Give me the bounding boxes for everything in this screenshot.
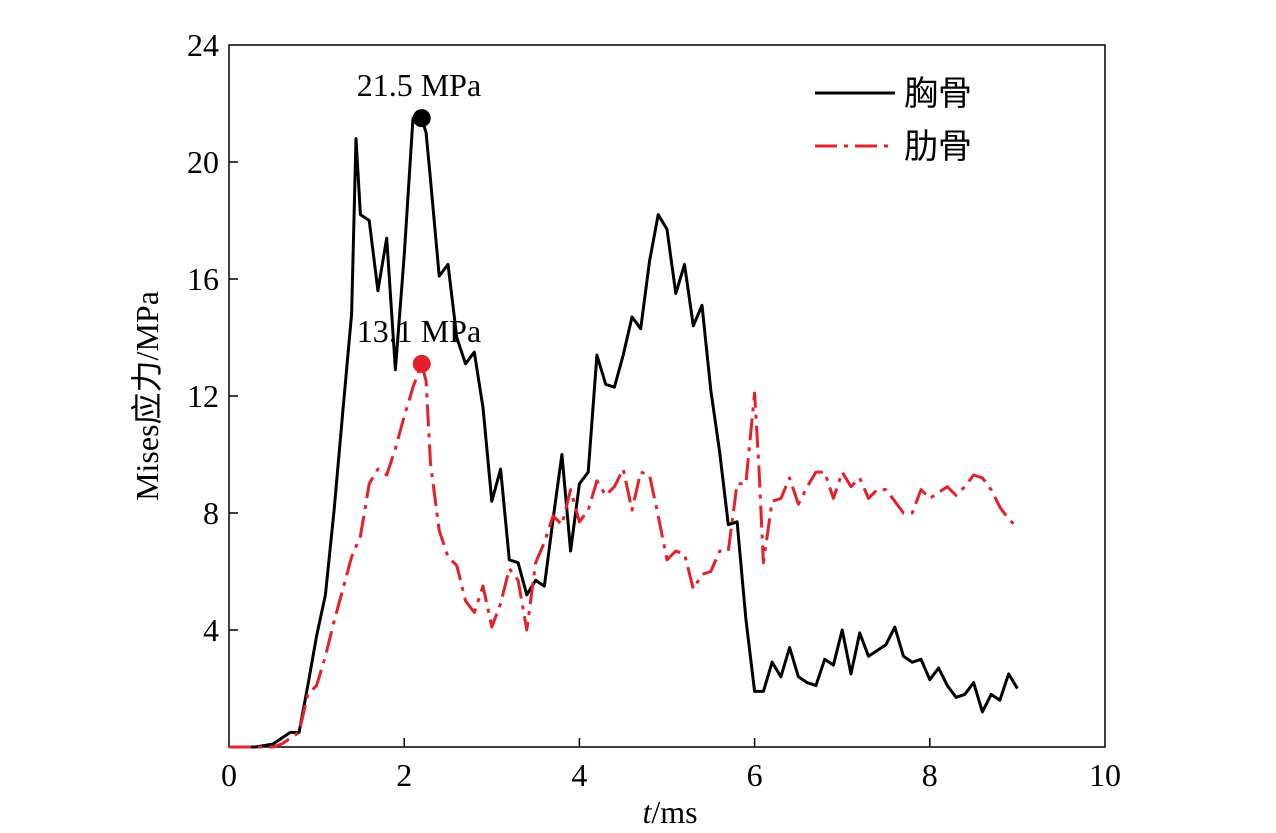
x-axis-title: t/ms [642, 794, 697, 830]
axis-ticks [229, 161, 931, 747]
x-tick-label: 4 [571, 757, 587, 793]
y-tick-label: 20 [187, 144, 219, 180]
plot-frame [228, 44, 1106, 748]
legend: 胸骨 肋骨 [815, 75, 972, 166]
peak-annotation-label: 13.1 MPa [357, 313, 481, 349]
series-lines [229, 116, 1019, 749]
y-tick-label: 12 [187, 378, 219, 414]
peak-annotation-label: 21.5 MPa [357, 67, 481, 103]
y-tick-label: 8 [203, 495, 219, 531]
y-axis-title: Mises应力/MPa [129, 291, 165, 501]
x-tick-label: 10 [1089, 757, 1121, 793]
peak-markers [412, 109, 431, 373]
legend-label-sternum: 胸骨 [904, 75, 972, 113]
peak-marker [412, 109, 431, 128]
legend-label-rib: 肋骨 [904, 128, 972, 166]
series-line-rib [229, 362, 1019, 749]
y-tick-label: 4 [203, 612, 219, 648]
series-line-sternum [229, 116, 1019, 749]
peak-annotations: 21.5 MPa 13.1 MPa [357, 67, 481, 349]
y-tick-label: 24 [187, 27, 219, 63]
x-tick-label: 6 [747, 757, 763, 793]
y-tick-label: 16 [187, 261, 219, 297]
x-tick-label: 0 [221, 757, 237, 793]
peak-marker [412, 354, 431, 373]
x-tick-label: 2 [396, 757, 412, 793]
x-tick-label: 8 [922, 757, 938, 793]
